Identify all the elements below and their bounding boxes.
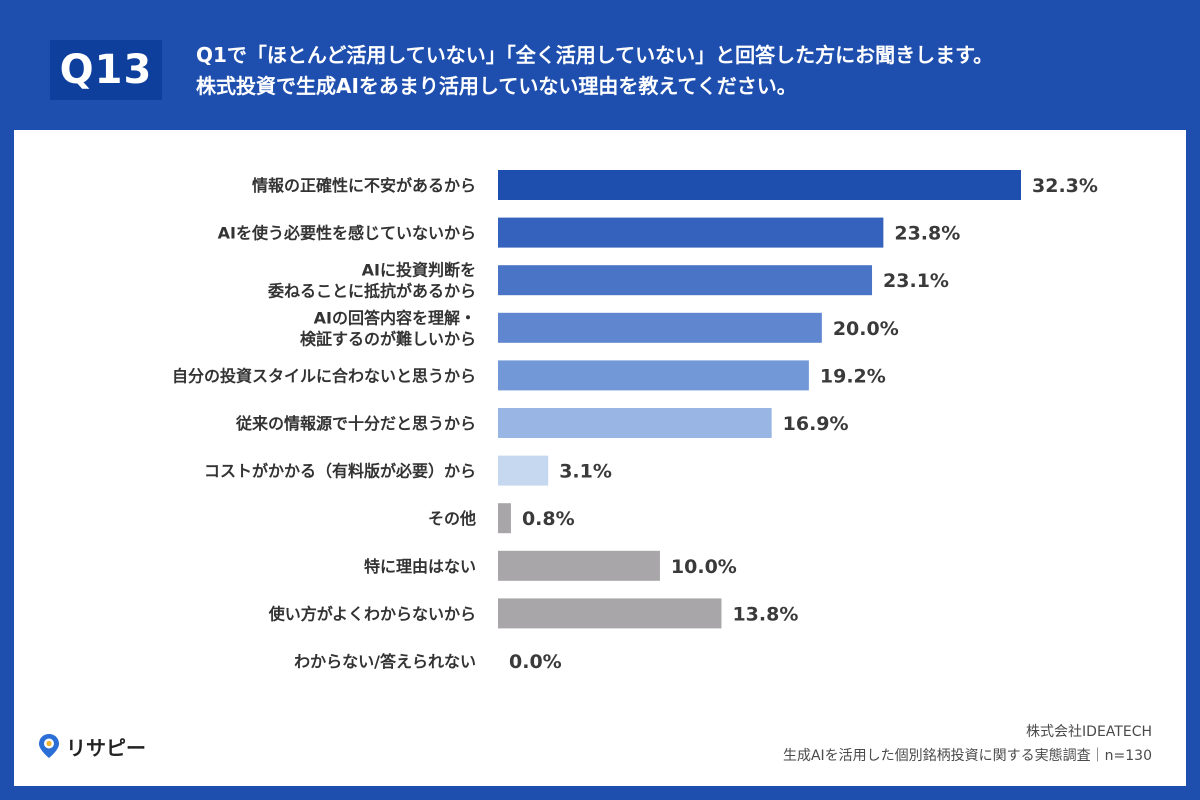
value-label: 20.0% <box>833 318 899 340</box>
value-label: 19.2% <box>820 365 886 387</box>
category-label-line: 自分の投資スタイルに合わないと思うから <box>172 366 476 385</box>
value-label: 0.0% <box>509 651 562 673</box>
category-label-line: AIの回答内容を理解・ <box>314 308 476 327</box>
category-label-line: 使い方がよくわからないから <box>268 604 476 623</box>
category-label-line: わからない/答えられない <box>294 652 476 671</box>
category-label: 自分の投資スタイルに合わないと思うから <box>172 366 476 385</box>
category-label-line: AIに投資判断を <box>362 261 476 280</box>
category-label: 従来の情報源で十分だと思うから <box>235 414 476 433</box>
bar <box>498 503 511 534</box>
bar <box>498 408 772 438</box>
survey-caption: 生成AIを活用した個別銘柄投資に関する実態調査｜n=130 <box>782 748 1152 764</box>
company-name: 株式会社IDEATECH <box>1026 724 1152 740</box>
value-label: 23.8% <box>894 223 960 245</box>
category-label: 特に理由はない <box>364 557 476 576</box>
value-label: 32.3% <box>1032 175 1098 197</box>
header: Q13 Q1で「ほとんど活用していない」「全く活用していない」と回答した方にお聞… <box>0 0 1200 128</box>
category-label: 使い方がよくわからないから <box>268 604 476 623</box>
location-pin-icon <box>39 734 59 758</box>
brand-logo: リサピー <box>38 730 146 762</box>
category-label-line: その他 <box>428 509 476 528</box>
value-label: 0.8% <box>522 508 575 530</box>
category-label-line: 従来の情報源で十分だと思うから <box>235 414 476 433</box>
category-label-line: AIを使う必要性を感じていないから <box>218 224 476 243</box>
category-label: コストがかかる（有料版が必要）から <box>204 462 476 481</box>
value-label: 13.8% <box>732 603 798 625</box>
category-label: AIの回答内容を理解・検証するのが難しいから <box>300 308 476 348</box>
value-label: 23.1% <box>883 270 949 292</box>
question-number-badge: Q13 <box>50 40 162 100</box>
bar-chart: 情報の正確性に不安があるから 32.3% AIを使う必要性を感じていないから 23.8… <box>172 170 1098 673</box>
question-text: Q1で「ほとんど活用していない」「全く活用していない」と回答した方にお聞きします… <box>196 40 1176 102</box>
bar <box>498 455 549 486</box>
question-line-2: 株式投資で生成AIをあまり活用していない理由を教えてください。 <box>196 74 797 98</box>
category-label: わからない/答えられない <box>294 652 476 671</box>
bar <box>498 265 873 296</box>
brand-name: リサピー <box>66 735 146 760</box>
bar <box>498 550 660 581</box>
category-label: その他 <box>428 509 476 528</box>
category-label: AIに投資判断を委ねることに抵抗があるから <box>267 261 476 301</box>
source-footer: 株式会社IDEATECH 生成AIを活用した個別銘柄投資に関する実態調査｜n=1… <box>783 720 1152 768</box>
bar <box>498 170 1021 200</box>
value-label: 3.1% <box>559 461 612 483</box>
value-label: 16.9% <box>783 413 849 435</box>
category-label-line: 特に理由はない <box>364 557 476 576</box>
question-line-1: Q1で「ほとんど活用していない」「全く活用していない」と回答した方にお聞きします… <box>196 43 994 67</box>
category-label: AIを使う必要性を感じていないから <box>218 224 476 243</box>
chart-panel: 情報の正確性に不安があるから 32.3% AIを使う必要性を感じていないから 23.8… <box>14 130 1186 786</box>
bar <box>498 360 809 391</box>
category-label-line: コストがかかる（有料版が必要）から <box>204 462 476 481</box>
bar <box>498 312 822 343</box>
category-label-line: 委ねることに抵抗があるから <box>267 282 476 301</box>
bar <box>498 217 884 248</box>
category-label-line: 検証するのが難しいから <box>300 329 476 348</box>
category-label-line: 情報の正確性に不安があるから <box>252 176 476 195</box>
category-label: 情報の正確性に不安があるから <box>252 176 476 195</box>
bar <box>498 598 722 629</box>
value-label: 10.0% <box>671 556 737 578</box>
